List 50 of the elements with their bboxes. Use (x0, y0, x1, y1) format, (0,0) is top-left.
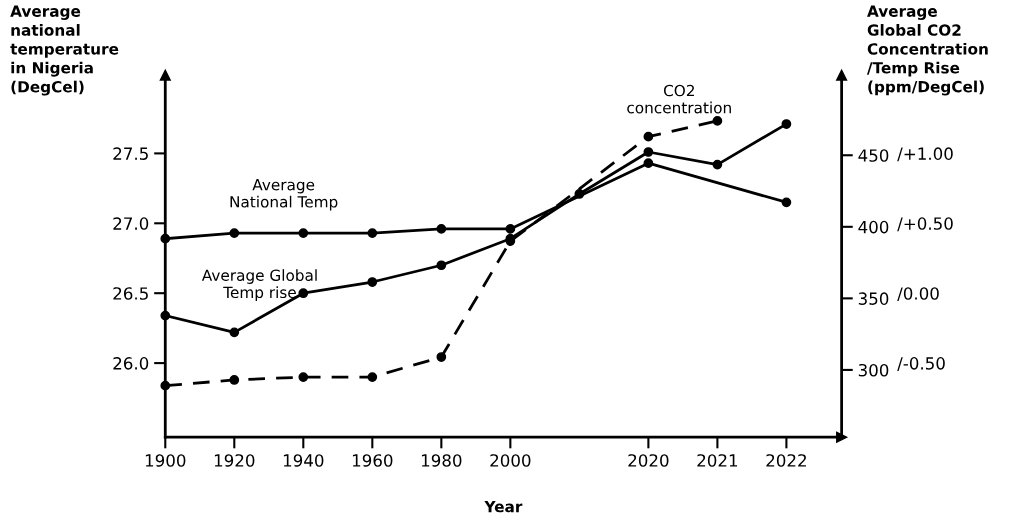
point (160, 310, 171, 321)
x-tick-label: 1900 (145, 454, 186, 467)
y2-tick-label: 450 (858, 149, 889, 162)
y-axis-title: Average national temperature in Nigeria (DegCel) (10, 5, 119, 96)
point (505, 224, 516, 234)
point (298, 288, 309, 299)
x-tick-label: 2020 (628, 454, 669, 467)
point (436, 352, 447, 362)
y-tick-label: 27.5 (113, 147, 148, 160)
point (781, 119, 792, 129)
y-tick-label: 26.0 (113, 357, 149, 370)
x-tick-label: 2021 (697, 454, 738, 467)
point (229, 327, 240, 338)
y2-tick-label: 400 (858, 220, 889, 234)
point (298, 372, 309, 382)
point (367, 228, 378, 238)
point (298, 228, 309, 238)
point (229, 375, 240, 385)
point (643, 131, 654, 142)
x-tick-label: 1940 (283, 454, 324, 467)
point (643, 147, 654, 157)
x-axis-title: Year (484, 501, 523, 513)
y3-tick-label: /-0.50 (897, 357, 945, 371)
series-label: Average National Temp (230, 179, 338, 211)
series-label: CO2 concentration (627, 84, 731, 114)
x-tick-label: 2022 (766, 454, 806, 467)
x-tick-label: 1980 (421, 454, 462, 467)
point (436, 260, 447, 271)
point (574, 189, 585, 199)
series-label: Average Global Temp rise (201, 269, 317, 302)
point (781, 197, 792, 208)
point (712, 159, 723, 170)
point (643, 158, 654, 169)
point (367, 372, 378, 382)
x-tick-label: 1920 (214, 454, 255, 467)
point (712, 116, 723, 126)
point (367, 277, 378, 287)
x-tick-label: 2000 (490, 454, 531, 467)
point (160, 380, 171, 391)
y3-tick-label: /+0.50 (897, 217, 953, 232)
y-tick-label: 26.5 (113, 287, 148, 300)
y2-tick-label: 300 (858, 363, 889, 377)
y-tick-label: 27.0 (113, 217, 149, 230)
y2-tick-label: 350 (858, 292, 889, 305)
x-tick-label: 1960 (352, 454, 393, 467)
y3-tick-label: /0.00 (897, 287, 939, 302)
y3-tick-label: /+1.00 (897, 147, 953, 162)
point (436, 224, 447, 234)
y2-axis-title: Average Global CO2 Concentration /Temp Rise (ppm/DegCel) (866, 5, 988, 96)
point (229, 228, 240, 238)
